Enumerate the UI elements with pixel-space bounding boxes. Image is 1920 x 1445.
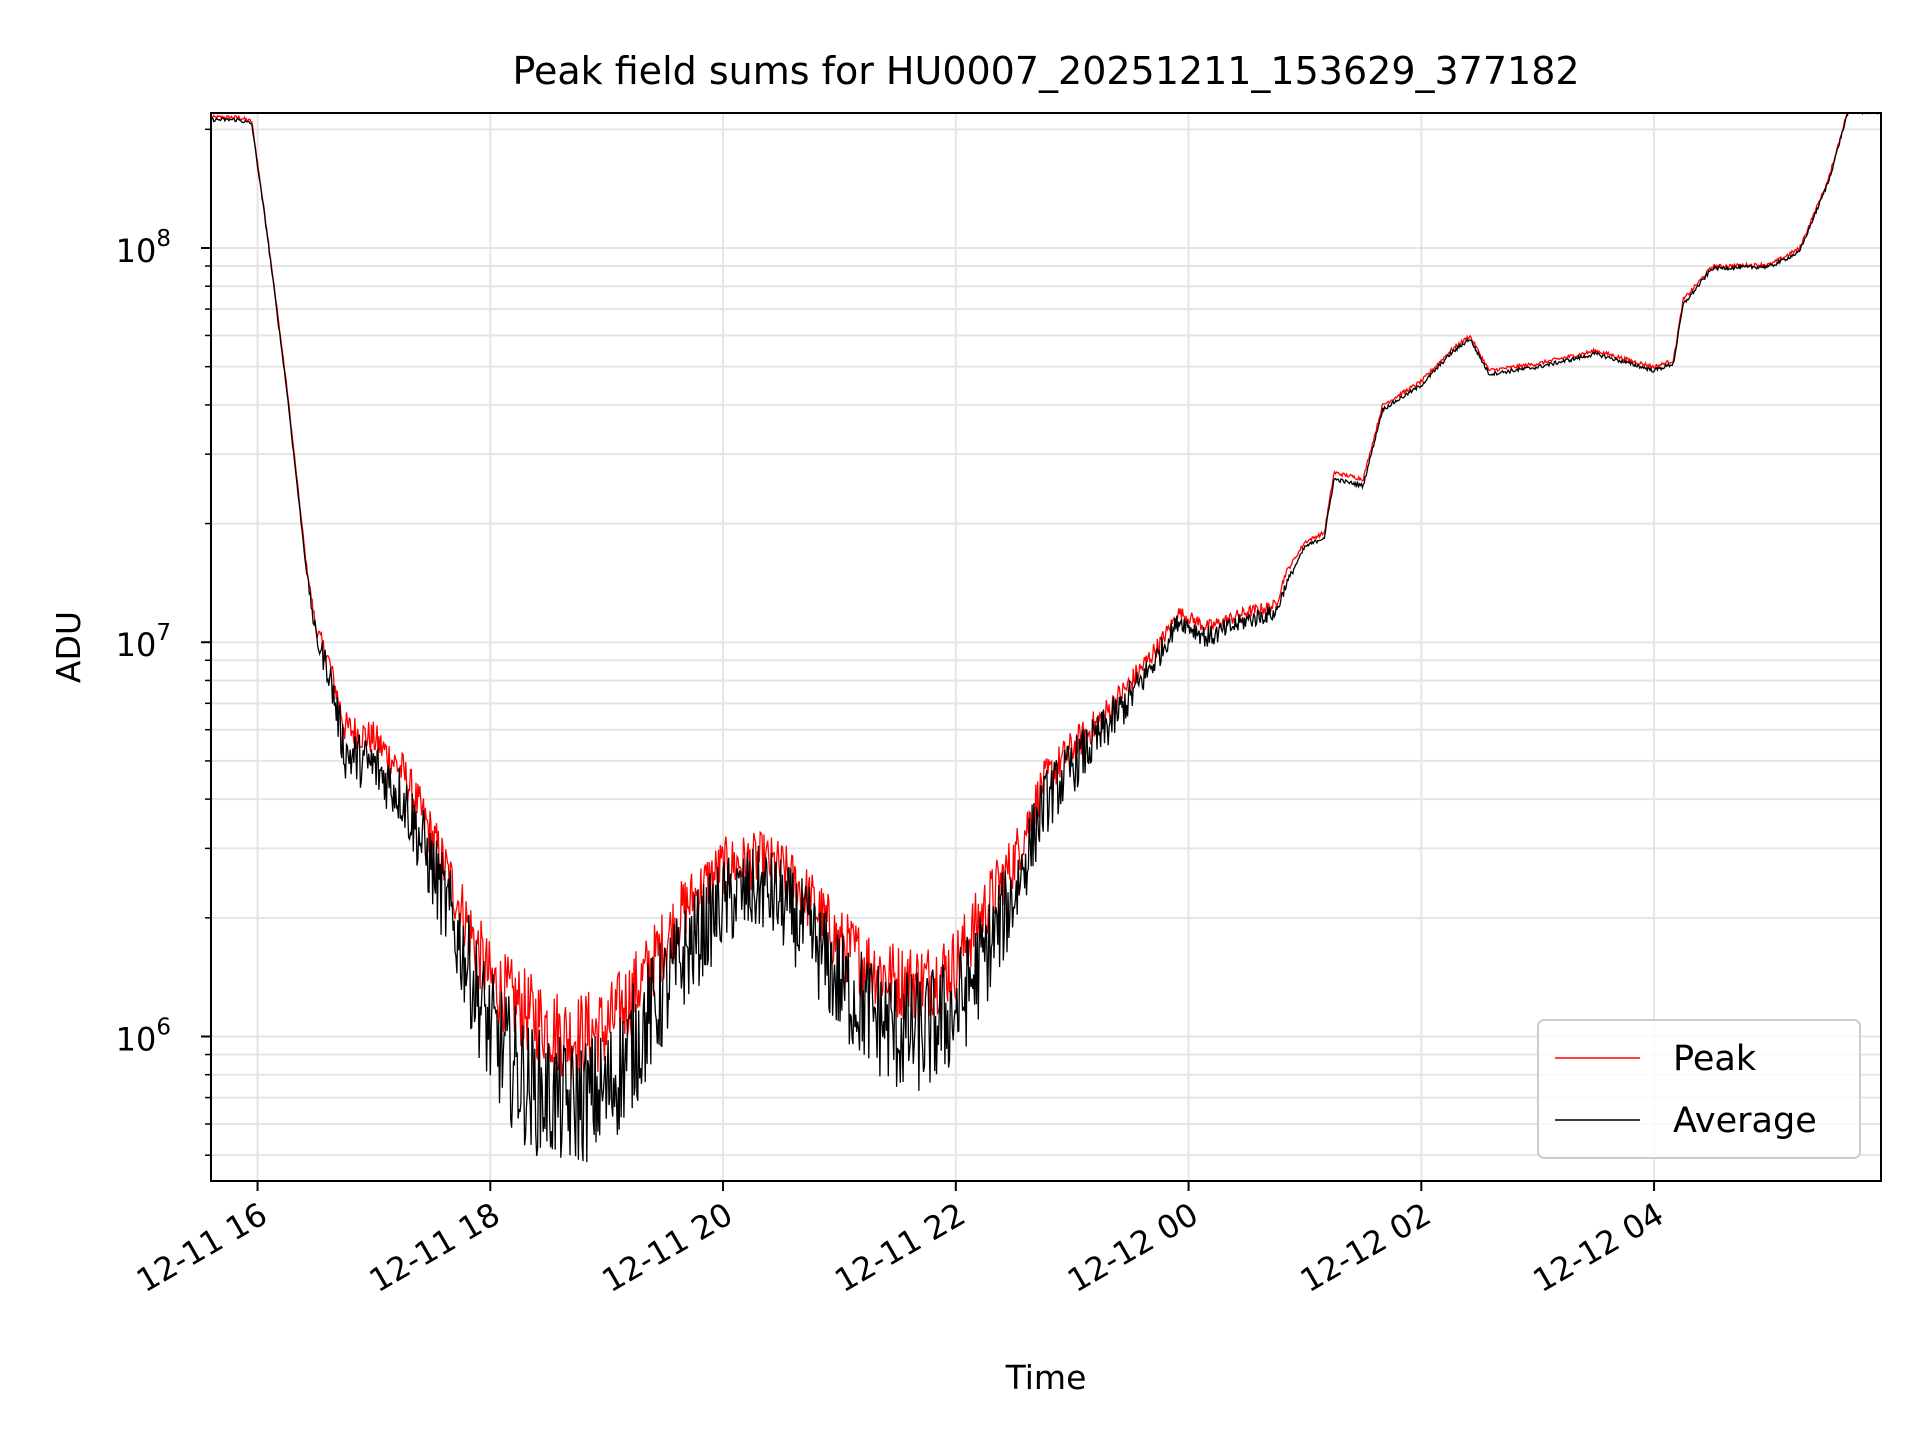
y-tick-label: 106 [116, 1014, 171, 1058]
y-tick-exponent: 7 [156, 620, 171, 646]
plot-area-frame [210, 112, 1882, 1182]
y-axis-label: ADU [49, 611, 88, 683]
series-line-average [211, 113, 1879, 1163]
y-tick-base: 10 [116, 1020, 157, 1058]
legend-label-average: Average [1673, 1101, 1817, 1141]
series-line-peak [211, 113, 1861, 1080]
y-tick-exponent: 6 [156, 1014, 171, 1040]
legend: Peak Average [1537, 1019, 1861, 1159]
chart-title: Peak field sums for HU0007_20251211_1536… [512, 49, 1579, 93]
y-tick-exponent: 8 [156, 226, 171, 252]
y-tick-label: 108 [116, 226, 171, 270]
x-axis-label: Time [1005, 1358, 1087, 1397]
series-layer [211, 113, 1879, 1163]
legend-box [1537, 1019, 1861, 1159]
y-tick-label: 107 [116, 620, 171, 664]
y-tick-base: 10 [116, 232, 157, 270]
legend-label-peak: Peak [1673, 1039, 1757, 1079]
y-tick-base: 10 [116, 626, 157, 664]
